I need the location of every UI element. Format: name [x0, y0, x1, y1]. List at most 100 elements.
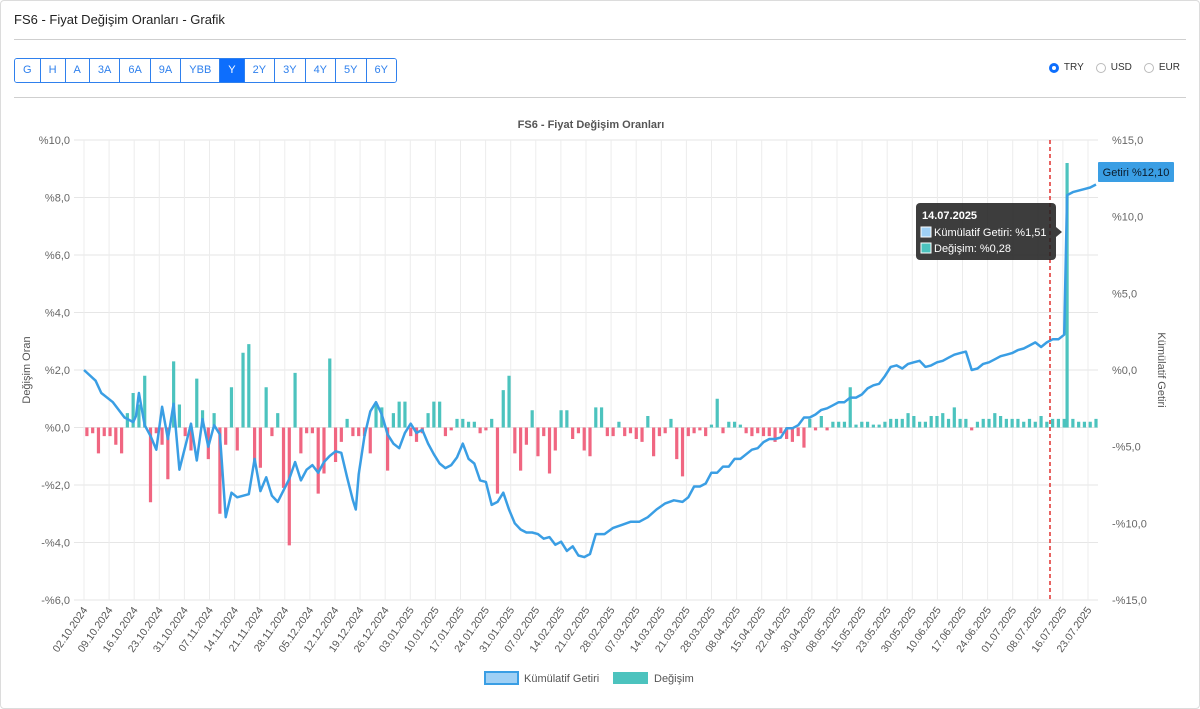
period-button-9a[interactable]: 9A	[150, 59, 182, 82]
bar	[1088, 421, 1092, 428]
bar	[374, 404, 378, 428]
radio-icon[interactable]	[1095, 62, 1106, 73]
bar	[195, 378, 199, 428]
bar	[316, 427, 320, 494]
y-tick-left: %0,0	[45, 423, 70, 435]
tooltip-caret	[1056, 227, 1062, 237]
period-button-g[interactable]: G	[15, 59, 41, 82]
period-button-5y[interactable]: 5Y	[336, 59, 367, 82]
period-button-6y[interactable]: 6Y	[366, 59, 396, 82]
bar	[287, 427, 291, 546]
bar	[669, 418, 673, 428]
bar	[594, 407, 598, 428]
bar	[559, 410, 563, 428]
bar	[102, 427, 106, 437]
bar	[987, 418, 991, 428]
bar	[166, 427, 170, 480]
bar	[588, 427, 592, 457]
bar	[333, 427, 338, 462]
period-button-3a[interactable]: 3A	[89, 59, 121, 82]
radio-icon[interactable]	[1048, 62, 1059, 73]
bar	[842, 421, 847, 428]
bar	[293, 372, 297, 428]
bar	[154, 427, 158, 434]
bar	[542, 427, 546, 437]
bar	[224, 427, 228, 445]
end-badge	[1098, 162, 1174, 182]
currency-option-usd[interactable]: USD	[1095, 62, 1132, 73]
bar	[212, 413, 216, 428]
bar	[611, 427, 615, 437]
bar	[1065, 163, 1069, 428]
bar	[1004, 418, 1008, 428]
period-button-h[interactable]: H	[40, 59, 66, 82]
bar	[276, 413, 280, 428]
bar	[524, 427, 528, 445]
currency-label: EUR	[1158, 62, 1180, 73]
bar	[796, 427, 800, 437]
period-button-6a[interactable]: 6A	[120, 59, 151, 82]
radio-icon[interactable]	[1143, 62, 1154, 73]
bar	[860, 421, 864, 428]
bar	[397, 401, 401, 428]
tooltip-line1: Kümülatif Getiri: %1,51	[934, 227, 1047, 239]
bar	[143, 375, 147, 428]
bar	[351, 427, 355, 437]
bar	[1056, 418, 1061, 428]
bar	[1039, 416, 1043, 428]
bar	[918, 421, 922, 428]
bar	[137, 404, 141, 428]
bar	[767, 427, 771, 437]
bar	[756, 427, 760, 434]
bar	[831, 421, 835, 428]
period-button-ybb[interactable]: YBB	[181, 59, 221, 82]
bar	[854, 424, 858, 428]
bar	[1022, 421, 1026, 428]
y-tick-left: -%2,0	[41, 480, 70, 492]
bar	[680, 427, 685, 477]
bar	[91, 427, 95, 434]
bar	[993, 413, 997, 428]
bar	[553, 427, 557, 451]
bar	[958, 418, 962, 428]
bar	[773, 427, 777, 442]
period-button-2y[interactable]: 2Y	[244, 59, 276, 82]
currency-option-try[interactable]: TRY	[1048, 62, 1084, 73]
y-tick-left: -%4,0	[41, 538, 70, 550]
bar	[466, 421, 471, 428]
period-button-a[interactable]: A	[65, 59, 90, 82]
tooltip-box	[916, 203, 1056, 260]
bar	[732, 421, 737, 428]
bar	[634, 427, 638, 439]
y-tick-right: -%15,0	[1112, 595, 1147, 607]
bar	[530, 410, 534, 428]
bar	[519, 427, 523, 471]
period-button-y[interactable]: Y	[220, 59, 245, 82]
bar	[1027, 418, 1032, 428]
bar	[721, 427, 725, 434]
bar	[547, 427, 552, 474]
bar	[894, 418, 899, 428]
bar	[368, 427, 372, 454]
y-tick-left: %4,0	[45, 308, 70, 320]
bar	[698, 427, 702, 431]
currency-option-eur[interactable]: EUR	[1143, 62, 1180, 73]
bar	[929, 416, 933, 428]
currency-selector: TRY USD EUR	[1048, 62, 1180, 73]
period-button-group: G H A 3A 6A 9A YBB Y 2Y 3Y 4Y 5Y 6Y	[14, 58, 397, 83]
bar	[1033, 421, 1037, 428]
bar	[461, 418, 465, 428]
period-button-4y[interactable]: 4Y	[305, 59, 337, 82]
y-tick-left: %10,0	[39, 135, 70, 147]
bar	[449, 427, 453, 431]
bar	[119, 427, 124, 454]
bar	[623, 427, 627, 437]
currency-label: TRY	[1063, 62, 1084, 73]
tooltip-line2: Değişim: %0,28	[934, 243, 1011, 255]
bar	[414, 427, 419, 442]
bar	[160, 427, 164, 445]
bar	[96, 427, 101, 454]
period-button-3y[interactable]: 3Y	[275, 59, 306, 82]
bar	[310, 427, 315, 434]
